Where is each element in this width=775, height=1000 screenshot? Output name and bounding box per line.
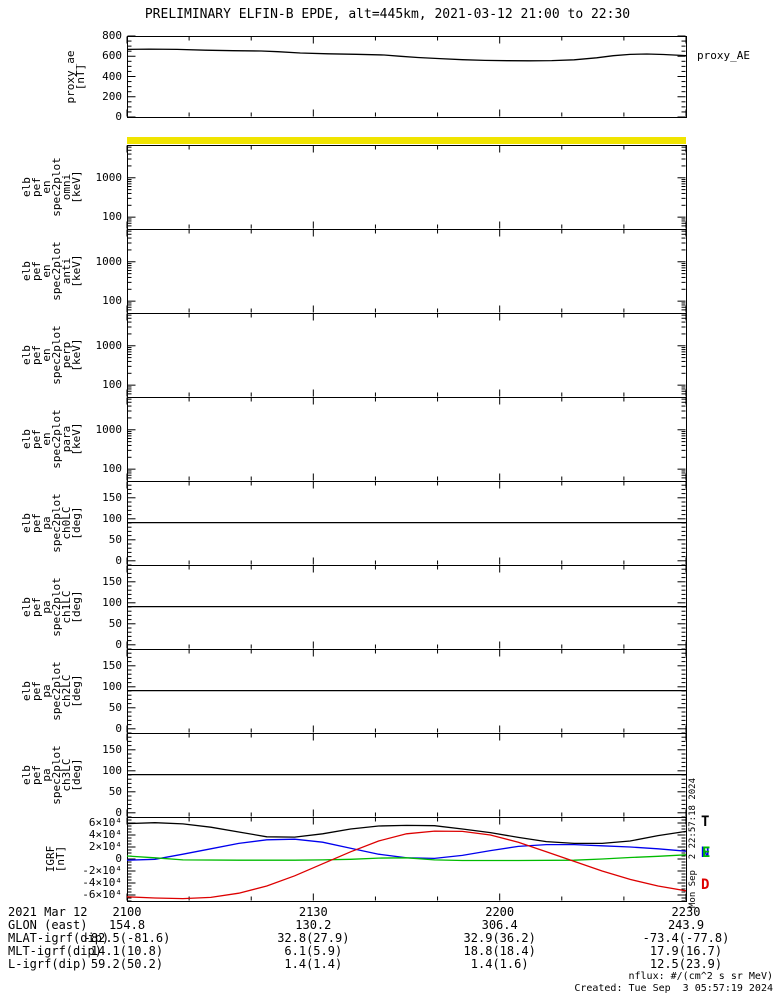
y-tick-label: 50	[108, 616, 122, 630]
y-tick-label: 150	[102, 742, 122, 756]
y-tick-label: 6×10⁴	[88, 816, 122, 829]
y-tick-label: 0	[115, 852, 122, 865]
y-tick-label: 0	[115, 553, 122, 567]
y-tick-label: 150	[102, 574, 122, 588]
series-proxy_ae-proxy_AE	[126, 48, 687, 62]
y-tick-label: 1000	[95, 338, 123, 352]
table-cell: 1.4(1.6)	[470, 957, 529, 971]
side-timestamp: Mon Sep 2 22:57:18 2024	[688, 777, 698, 909]
igrf-legend-D: D	[701, 877, 710, 893]
igrf-legend-E: E	[702, 845, 711, 861]
igrf-legend-N: N	[701, 845, 710, 861]
y-tick-label: 1000	[95, 422, 123, 436]
y-tick-label: 1000	[95, 170, 123, 184]
panel-ylabel-elb_pef_en_spec2plot_omni: elb pef en spec2plot omni [keV]	[20, 157, 83, 217]
series-IGRF-E	[126, 854, 687, 862]
table-cell: 17.9(16.7)	[649, 944, 723, 958]
x-axis-date-label: 2021 Mar 12	[8, 905, 88, 919]
y-tick-label: -2×10⁴	[82, 864, 122, 877]
y-tick-label: 800	[102, 29, 122, 42]
panel-ylabel-elb_pef_pa_spec2plot_ch3LC: elb pef pa spec2plot ch3LC [deg]	[20, 745, 83, 805]
igrf-legend-T: T	[701, 814, 710, 830]
y-tick-label: -4×10⁴	[82, 876, 122, 889]
y-tick-label: 200	[102, 89, 122, 103]
table-cell: 1.4(1.4)	[284, 957, 343, 971]
series-IGRF-N	[126, 838, 687, 861]
y-tick-label: 100	[102, 595, 122, 609]
table-cell: 154.8	[108, 918, 146, 932]
quality-flag-bar	[127, 137, 686, 144]
x-tick-label: 2130	[298, 905, 328, 919]
y-tick-label: 2×10⁴	[88, 840, 122, 853]
y-tick-label: 100	[102, 462, 122, 476]
x-tick-label: 2230	[671, 905, 701, 919]
y-tick-label: 0	[115, 721, 122, 735]
panel-ylabel-elb_pef_en_spec2plot_anti: elb pef en spec2plot anti [keV]	[20, 241, 83, 301]
proxy-ae-series-label: proxy_AE	[697, 49, 750, 62]
y-tick-label: 100	[102, 679, 122, 693]
y-tick-label: 100	[102, 210, 122, 224]
y-tick-label: 400	[102, 69, 122, 83]
y-tick-label: 0	[115, 637, 122, 651]
table-cell: 12.5(23.9)	[649, 957, 723, 971]
table-cell: 130.2	[295, 918, 332, 932]
table-cell: 59.2(50.2)	[90, 957, 164, 971]
x-tick-label: 2200	[485, 905, 515, 919]
series-IGRF-D	[126, 830, 687, 900]
page-title: PRELIMINARY ELFIN-B EPDE, alt=445km, 202…	[144, 7, 631, 22]
panel-elb_pef_pa_spec2plot_ch3LC	[127, 733, 687, 818]
series-IGRF-T	[126, 822, 687, 845]
panel-elb_pef_pa_spec2plot_ch0LC	[127, 481, 687, 566]
y-tick-label: 50	[108, 784, 122, 798]
table-cell: -73.4(-77.8)	[642, 931, 730, 945]
y-tick-label: 100	[102, 511, 122, 525]
y-tick-label: 600	[102, 49, 122, 63]
x-tick-label: 2100	[112, 905, 142, 919]
panel-elb_pef_en_spec2plot_anti	[127, 229, 687, 314]
panel-ylabel-IGRF: IGRF [nT]	[44, 845, 67, 873]
y-tick-label: -6×10⁴	[82, 888, 122, 901]
y-tick-label: 50	[108, 532, 122, 546]
y-tick-label: 1000	[95, 254, 123, 268]
panel-ylabel-elb_pef_pa_spec2plot_ch1LC: elb pef pa spec2plot ch1LC [deg]	[20, 577, 83, 637]
panel-ylabel-elb_pef_pa_spec2plot_ch0LC: elb pef pa spec2plot ch0LC [deg]	[20, 493, 83, 553]
y-tick-label: 100	[102, 294, 122, 308]
y-tick-label: 150	[102, 658, 122, 672]
y-tick-label: 100	[102, 378, 122, 392]
table-row-label: GLON (east)	[8, 918, 88, 932]
y-tick-label: 0	[115, 805, 122, 819]
y-tick-label: 4×10⁴	[88, 828, 122, 841]
y-tick-label: 50	[108, 700, 122, 714]
panel-ylabel-elb_pef_en_spec2plot_para: elb pef en spec2plot para [keV]	[20, 409, 83, 469]
table-cell: 6.1(5.9)	[284, 944, 343, 958]
y-tick-label: 0	[115, 110, 122, 123]
panel-elb_pef_en_spec2plot_perp	[127, 313, 687, 398]
created-timestamp: Created: Tue Sep 3 05:57:19 2024	[574, 983, 773, 994]
panel-ylabel-proxy_ae: proxy_ae [nT]	[64, 50, 87, 103]
table-cell: 18.8(18.4)	[463, 944, 536, 958]
panel-elb_pef_pa_spec2plot_ch1LC	[127, 565, 687, 650]
table-cell: 14.1(10.8)	[90, 944, 164, 958]
panel-proxy_ae	[127, 36, 687, 118]
panel-ylabel-elb_pef_en_spec2plot_perp: elb pef en spec2plot perp [keV]	[20, 325, 83, 385]
table-row-label: MLT-igrf(dip)	[8, 944, 102, 958]
table-row-label: L-igrf(dip)	[8, 957, 88, 971]
table-cell: 243.9	[667, 918, 705, 932]
table-cell: 32.9(36.2)	[463, 931, 536, 945]
y-tick-label: 150	[102, 490, 122, 504]
table-cell: 32.8(27.9)	[277, 931, 350, 945]
panel-elb_pef_en_spec2plot_para	[127, 397, 687, 482]
table-row-label: MLAT-igrf(dip)	[8, 931, 110, 945]
nflux-units-note: nflux: #/(cm^2 s sr MeV)	[628, 971, 774, 982]
y-tick-label: 100	[102, 763, 122, 777]
panel-ylabel-elb_pef_pa_spec2plot_ch2LC: elb pef pa spec2plot ch2LC [deg]	[20, 661, 83, 721]
panel-elb_pef_en_spec2plot_omni	[127, 145, 687, 230]
panel-elb_pef_pa_spec2plot_ch2LC	[127, 649, 687, 734]
table-cell: 306.4	[481, 918, 518, 932]
table-cell: -82.5(-81.6)	[83, 931, 171, 945]
